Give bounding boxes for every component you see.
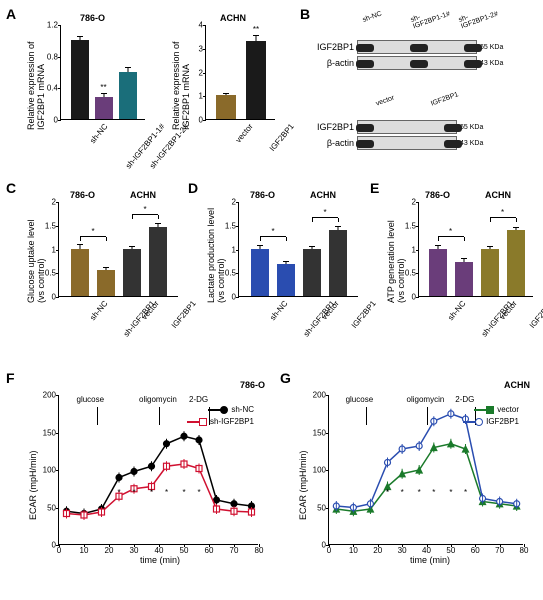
plot-area: 00.511.52sh-NCsh-IGF2BP1vectorIGF2BP1** [58, 202, 178, 297]
title-right: ACHN [485, 190, 511, 200]
panel-label-f: F [6, 370, 15, 386]
bar [71, 40, 89, 119]
plot-area: 01234vector**IGF2BP1 [205, 25, 275, 120]
panel-c: 786-O ACHN Glucose uptake level(vs contr… [20, 188, 185, 358]
panel-label-a: A [6, 6, 16, 22]
bar [277, 264, 295, 296]
panel-label-c: C [6, 180, 16, 196]
blot-top: IGF2BP165 KDaβ-actin43 KDa [315, 40, 535, 72]
bar [119, 72, 137, 120]
panel-a-right: ACHN Relative expression ofIGF2BP1 mRNA … [165, 10, 285, 170]
bar [251, 249, 269, 297]
bar [97, 270, 115, 296]
bar [329, 230, 347, 297]
bar [455, 262, 473, 296]
panel-label-d: D [188, 180, 198, 196]
blot-bottom: IGF2BP165 KDaβ-actin43 KDa [315, 120, 535, 152]
plot-area: 00.511.52sh-NCsh-IGF2BP1vectorIGF2BP1** [418, 202, 533, 297]
bar [429, 249, 447, 297]
panel-a-left: 786-O Relative expression ofIGF2BP1 mRNA… [20, 10, 150, 170]
x-axis-label: time (min) [410, 555, 450, 565]
bar [303, 249, 321, 297]
chart-title: 786-O [80, 13, 105, 23]
bar [507, 230, 525, 296]
x-axis-label: time (min) [140, 555, 180, 565]
y-axis-label: ECAR (mpH/min) [298, 450, 308, 520]
y-axis-label: Lactate production level(vs control) [206, 208, 226, 303]
title-left: 786-O [425, 190, 450, 200]
bar [71, 249, 89, 297]
lane-labels-top: sh-NCsh-IGF2BP1-1#sh-IGF2BP1-2# [363, 10, 499, 24]
bar [246, 41, 266, 119]
chart-title: 786-O [240, 380, 265, 390]
y-axis-label: Relative expression ofIGF2BP1 mRNA [171, 41, 191, 130]
title-right: ACHN [310, 190, 336, 200]
chart-title: ACHN [220, 13, 246, 23]
y-axis-label: ECAR (mpH/min) [28, 450, 38, 520]
title-right: ACHN [130, 190, 156, 200]
chart-title: ACHN [504, 380, 530, 390]
panel-f: 786-O ECAR (mpH/min) 0501001502000102030… [20, 380, 275, 590]
panel-g: ACHN ECAR (mpH/min) 05010015020001020304… [290, 380, 540, 590]
title-left: 786-O [250, 190, 275, 200]
lane-labels-bottom: vectorIGF2BP1 [375, 94, 470, 101]
plot-area: 00.40.81.2sh-NC**sh-IGF2BP1-1#sh-IGF2BP1… [60, 25, 145, 120]
y-axis-label: Glucose uptake level(vs control) [26, 219, 46, 303]
bar [216, 95, 236, 119]
plot-area: 05010015020001020304050607080glucoseolig… [58, 395, 258, 545]
panel-e: 786-O ACHN ATP generation level(vs contr… [380, 188, 540, 358]
panel-b-westernblot: sh-NCsh-IGF2BP1-1#sh-IGF2BP1-2# IGF2BP16… [315, 12, 535, 172]
bar [149, 227, 167, 296]
y-axis-label: ATP generation level(vs control) [386, 220, 406, 303]
title-left: 786-O [70, 190, 95, 200]
panel-d: 786-O ACHN Lactate production level(vs c… [200, 188, 365, 358]
y-axis-label: Relative expression ofIGF2BP1 mRNA [26, 41, 46, 130]
bar [481, 249, 499, 297]
bar [95, 97, 113, 119]
panel-label-e: E [370, 180, 379, 196]
panel-label-b: B [300, 6, 310, 22]
bar [123, 249, 141, 297]
plot-area: 00.511.52sh-NCsh-IGF2BP1vectorIGF2BP1** [238, 202, 358, 297]
plot-area: 05010015020001020304050607080glucoseolig… [328, 395, 523, 545]
